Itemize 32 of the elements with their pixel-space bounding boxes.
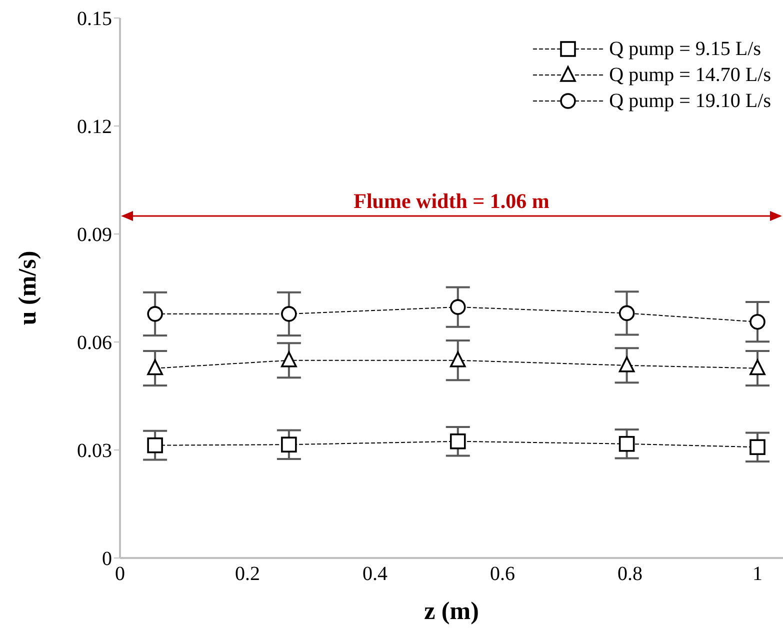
- point: [750, 359, 766, 376]
- point: [450, 351, 466, 368]
- point: [618, 356, 635, 372]
- annotation: Flume width = 1.06 m: [354, 189, 550, 213]
- point: [147, 306, 163, 322]
- point: [750, 314, 766, 330]
- point: [147, 359, 163, 376]
- point: [450, 433, 466, 450]
- point: [281, 306, 297, 322]
- x-tick-label: 0.6: [490, 563, 515, 586]
- point: [750, 439, 766, 456]
- y-tick-label: 0.12: [77, 116, 112, 138]
- x-tick-label: 0.4: [362, 563, 388, 586]
- y-tick-label: 0.09: [77, 224, 112, 246]
- y-tick-label: 0: [102, 548, 112, 570]
- legend-label: Q pump = 9.15 L/s: [609, 37, 761, 62]
- point: [281, 351, 297, 368]
- x-tick-label: 1: [752, 563, 762, 586]
- point: [618, 436, 635, 452]
- x-axis-title: z (m): [424, 598, 479, 625]
- point: [147, 437, 163, 454]
- legend-label: Q pump = 14.70 L/s: [609, 63, 771, 88]
- y-tick-label: 0.06: [77, 332, 112, 354]
- y-axis-title: u (m/s): [14, 250, 42, 326]
- point: [618, 305, 635, 322]
- legend-label: Q pump = 19.10 L/s: [609, 89, 771, 114]
- point: [450, 299, 466, 315]
- y-tick-label: 0.15: [77, 8, 112, 30]
- x-tick-label: 0.2: [235, 563, 260, 586]
- point: [281, 436, 297, 452]
- x-tick-label: 0.8: [618, 563, 642, 586]
- y-tick-label: 0.03: [77, 440, 112, 462]
